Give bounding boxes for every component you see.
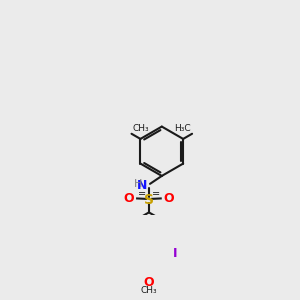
Text: H₃C: H₃C <box>174 124 191 133</box>
Text: S: S <box>144 193 154 206</box>
Text: =: = <box>152 190 160 200</box>
Text: O: O <box>164 192 174 205</box>
Text: H: H <box>134 179 142 189</box>
Text: CH₃: CH₃ <box>133 124 149 133</box>
Text: O: O <box>144 276 154 289</box>
Text: =: = <box>138 190 146 200</box>
Text: N: N <box>136 179 147 192</box>
Text: CH₃: CH₃ <box>141 286 157 295</box>
Text: I: I <box>173 247 178 260</box>
Text: O: O <box>124 192 134 205</box>
